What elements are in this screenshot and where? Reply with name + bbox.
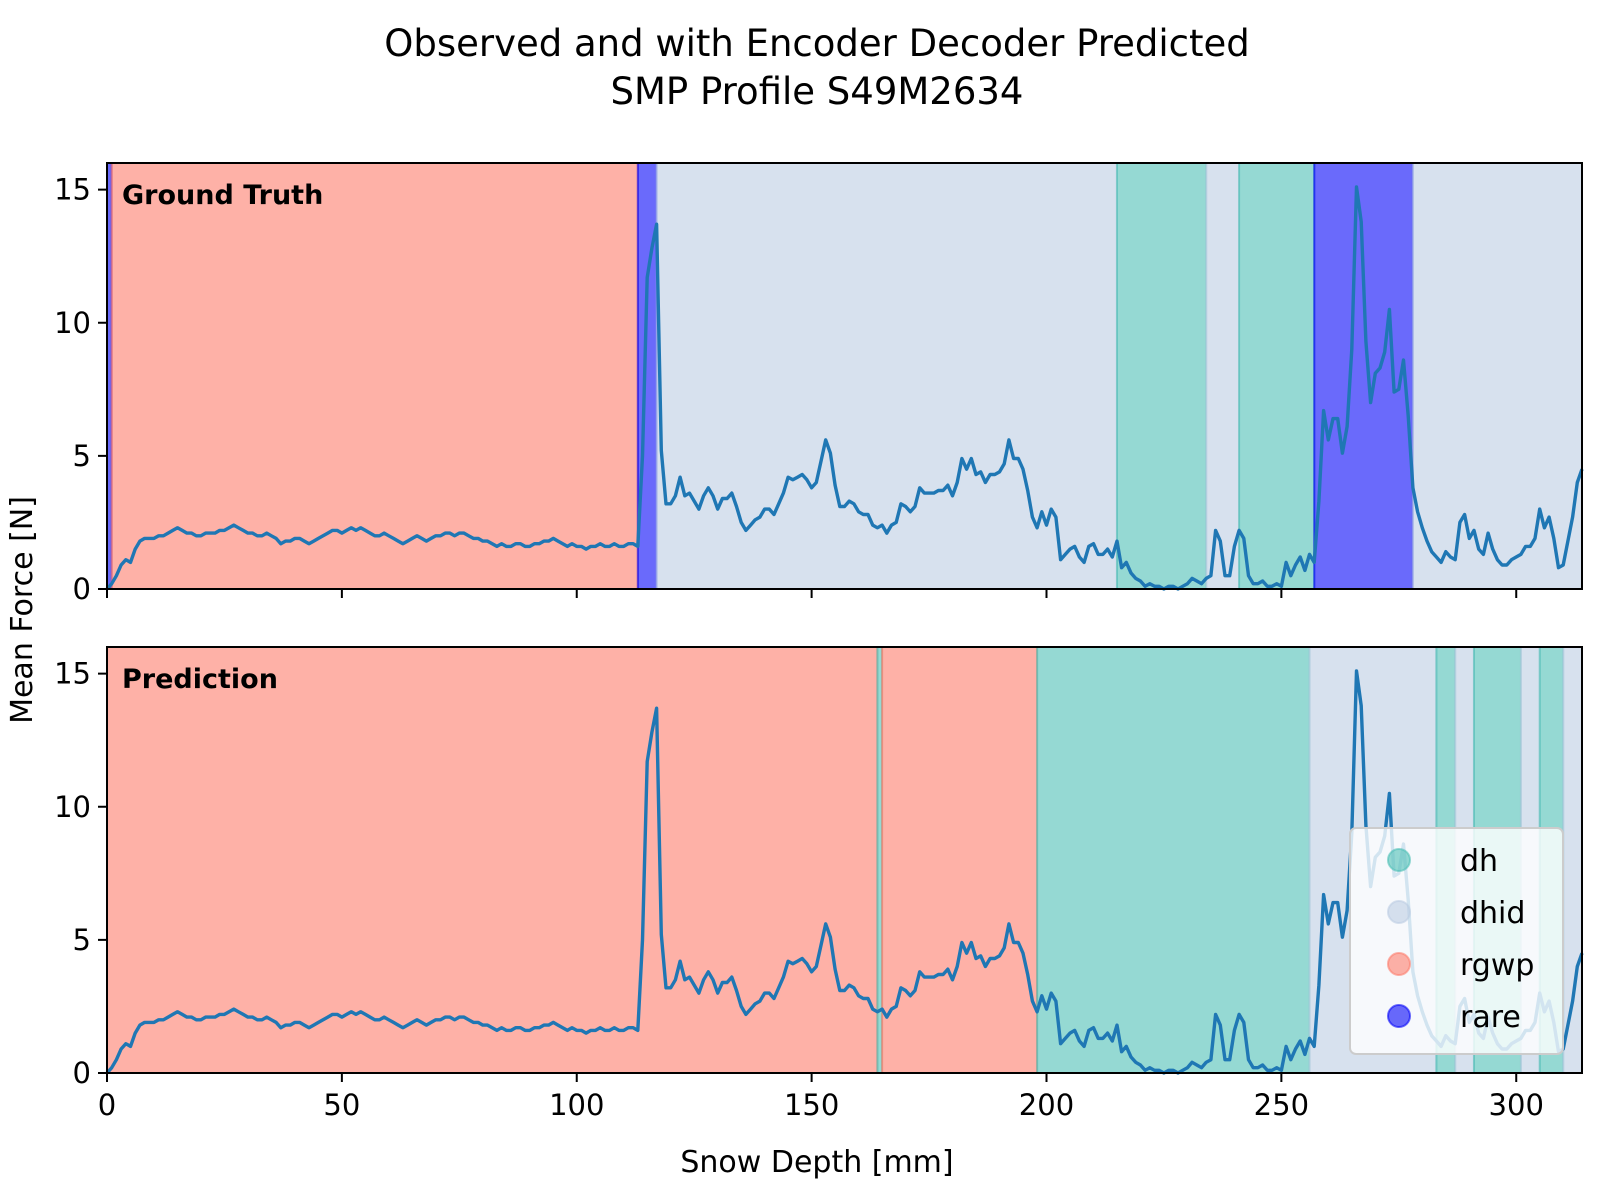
x-axis-label: Snow Depth [mm] [680, 1145, 953, 1180]
legend-marker-dh [1387, 848, 1411, 872]
y-axis-label: Mean Force [N] [5, 496, 40, 724]
chart-title-line2: SMP Profile S49M2634 [611, 70, 1024, 113]
y-tick-label: 15 [54, 657, 91, 691]
segment-dh [1115, 162, 1208, 590]
segment-dhid [1411, 162, 1583, 590]
legend-label-rare: rare [1460, 1000, 1521, 1035]
segment-rgwp [110, 162, 639, 590]
x-tick-label: 300 [1489, 1088, 1544, 1122]
legend-label-dh: dh [1460, 844, 1498, 879]
force-line [105, 185, 1584, 591]
segment-dh [1036, 646, 1311, 1074]
legend-label-dhid: dhid [1460, 896, 1525, 931]
segment-rgwp [881, 646, 1039, 1074]
y-tick-label: 5 [73, 439, 91, 473]
segment-rgwp [106, 646, 879, 1074]
legend: dh dhid rgwp rare [1349, 827, 1564, 1055]
panel-label: Ground Truth [122, 180, 323, 211]
x-tick-label: 200 [1019, 1088, 1074, 1122]
y-tick-label: 15 [54, 173, 91, 207]
y-tick-label: 10 [54, 306, 91, 340]
x-tick-label: 100 [549, 1088, 604, 1122]
x-tick-label: 250 [1254, 1088, 1309, 1122]
ground-truth-panel: 0 5 10 15 Ground Truth [54, 162, 1584, 606]
segment-rare [636, 162, 658, 590]
chart-title-line1: Observed and with Encoder Decoder Predic… [384, 22, 1250, 65]
x-tick-label: 150 [784, 1088, 839, 1122]
y-tick-label: 5 [73, 923, 91, 957]
legend-marker-dhid [1387, 900, 1411, 924]
segment-dhid [1205, 162, 1241, 590]
plot-frame [106, 646, 1583, 1074]
legend-box [1349, 827, 1564, 1055]
segment-dh [1238, 162, 1316, 590]
x-tick-label: 50 [323, 1088, 360, 1122]
y-tick-label: 10 [54, 790, 91, 824]
segment-rare [1313, 162, 1414, 590]
legend-label-rgwp: rgwp [1460, 948, 1534, 983]
y-tick-label: 0 [73, 1056, 91, 1090]
legend-marker-rgwp [1387, 952, 1411, 976]
y-tick-label: 0 [73, 572, 91, 606]
force-line [105, 669, 1584, 1075]
panel-label: Prediction [122, 664, 278, 695]
plot-frame [106, 162, 1583, 590]
x-tick-label: 0 [98, 1088, 116, 1122]
legend-marker-rare [1387, 1004, 1411, 1028]
